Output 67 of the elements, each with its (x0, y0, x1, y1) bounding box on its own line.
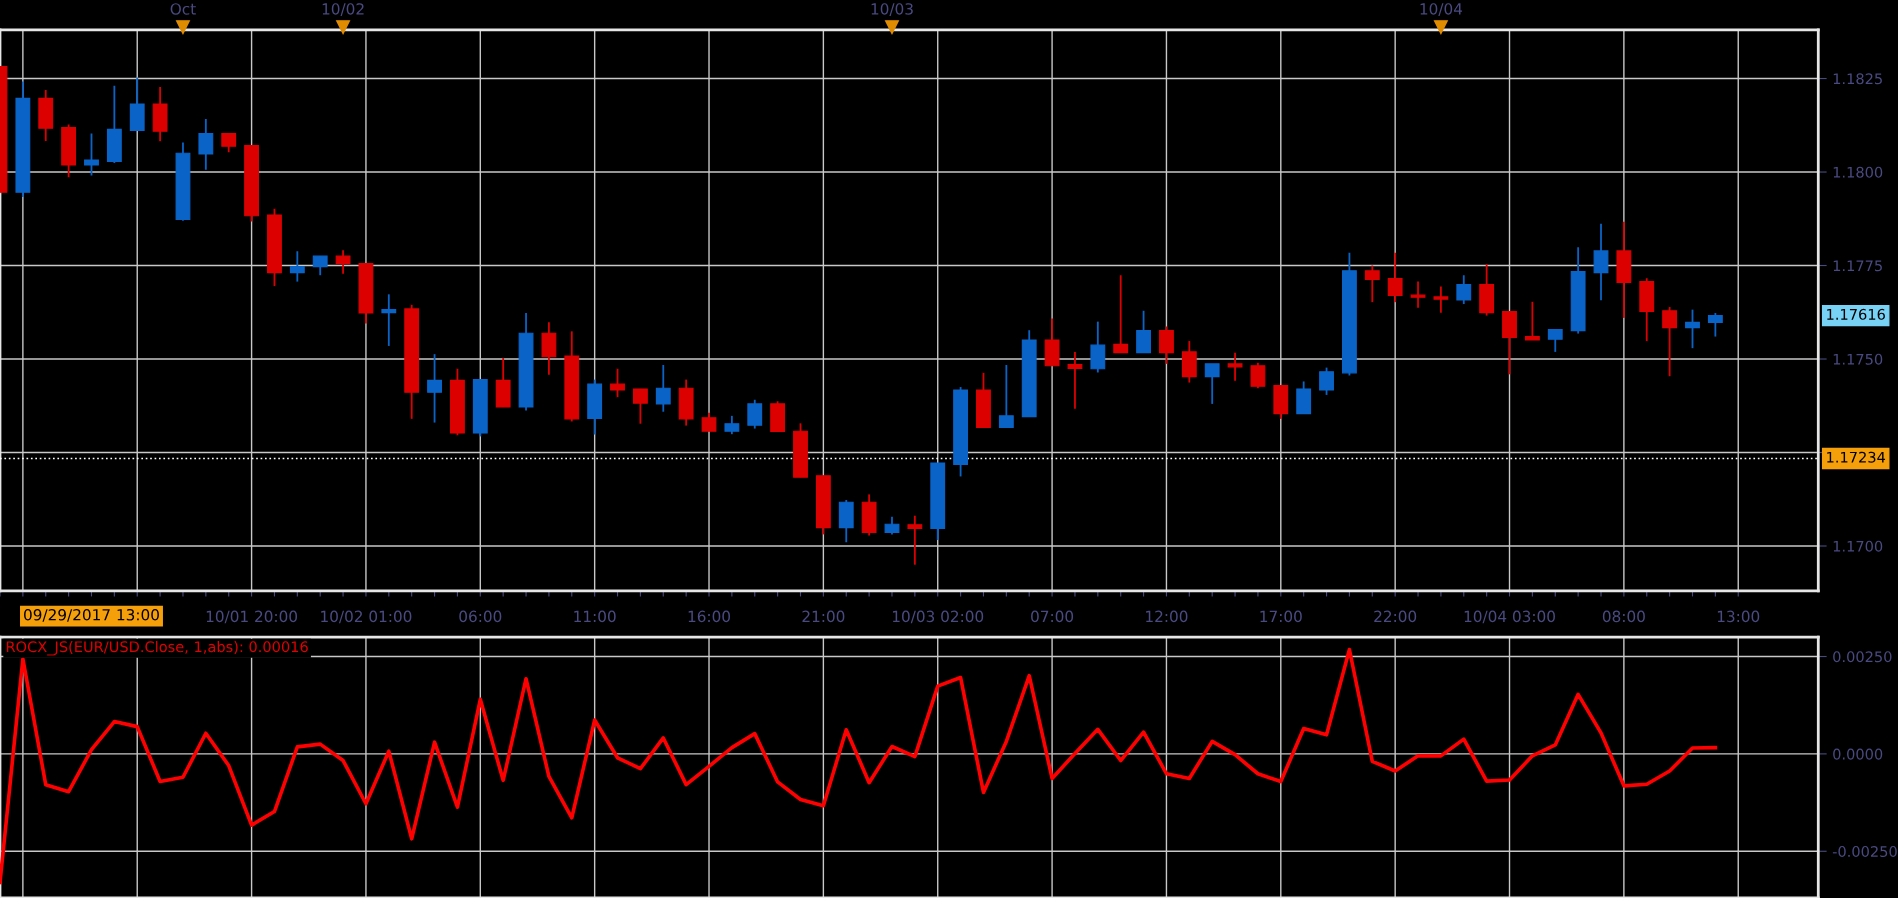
candlestick (655, 364, 671, 413)
candlestick (1707, 312, 1723, 338)
candlestick (1319, 366, 1334, 396)
x-tick-label: 12:00 (1146, 610, 1188, 623)
candlestick (1250, 361, 1266, 390)
candlestick (1113, 274, 1129, 354)
y-tick-label: 1.1750 (1833, 353, 1883, 365)
candlestick (1227, 351, 1243, 382)
text: Oct (170, 3, 196, 15)
text: 10/03 (871, 3, 913, 16)
x-tick-label: 10/03 02:00 (892, 610, 984, 624)
candlestick (632, 388, 648, 425)
candlestick (381, 293, 397, 347)
candlestick (1204, 362, 1220, 405)
y-tick-label: 1.1775 (1833, 260, 1882, 272)
candlestick (1090, 320, 1106, 374)
candlestick (1685, 308, 1700, 350)
candlestick (998, 364, 1014, 429)
y-tick-label: 0.0000 (1833, 748, 1883, 760)
x-tick-label: 06:00 (459, 610, 502, 623)
x-tick-label: 13:00 (1717, 610, 1760, 623)
candlestick (335, 249, 351, 275)
candlestick (1387, 251, 1403, 304)
candlestick (198, 118, 214, 171)
x-tick-label: 10/01 20:00 (206, 610, 298, 624)
candlestick (1547, 328, 1563, 353)
y-tick-label: 1.1700 (1833, 540, 1883, 552)
candlestick (1524, 300, 1540, 341)
candlestick (1364, 264, 1380, 304)
candlestick (1662, 306, 1678, 378)
candlestick (312, 255, 328, 277)
candlestick (747, 398, 763, 430)
candlestick (1067, 351, 1083, 410)
candlestick (701, 411, 717, 433)
candlestick (289, 250, 305, 283)
chart-title: ROCX_JS(EUR/USD.Close, 1,abs): 0.00016 (6, 640, 308, 656)
x-tick-label: 11:00 (574, 610, 616, 623)
candlestick (1136, 309, 1151, 354)
candlestick (541, 321, 557, 376)
candlestick (907, 514, 923, 566)
text: 10/04 (1420, 3, 1463, 16)
text: 1.17616 (1827, 308, 1885, 320)
candlestick (221, 132, 237, 154)
y-tick-label: 1.1825 (1833, 73, 1882, 85)
text: 09/29/2017 13:00 (24, 609, 159, 622)
x-tick-label: 17:00 (1260, 610, 1302, 623)
y-tick-label: 0.00250 (1833, 651, 1892, 663)
x-tick-label: 07:00 (1031, 610, 1074, 623)
ref-line-label: 1.17234 (1827, 451, 1886, 463)
x-tick-label: 21:00 (802, 610, 845, 623)
candlestick (427, 353, 442, 424)
candlestick (1410, 280, 1426, 309)
x-tick-label: 10/02 01:00 (321, 610, 412, 624)
candlestick (610, 367, 625, 399)
candlestick (1159, 325, 1174, 365)
x-tick-label: 16:00 (688, 610, 731, 623)
candlestick (84, 132, 99, 177)
x-tick-label: 22:00 (1374, 610, 1417, 623)
candlestick (1456, 274, 1472, 305)
candlestick (724, 414, 740, 436)
candlestick (1593, 222, 1609, 302)
x-tick-label: 10/04 03:00 (1464, 610, 1555, 624)
y-tick-label: -0.00250 (1832, 845, 1897, 858)
x-tick-label: 08:00 (1602, 610, 1645, 623)
text: 10/02 (322, 3, 364, 16)
y-tick-label: 1.1800 (1833, 166, 1883, 178)
candlestick (1433, 285, 1449, 314)
